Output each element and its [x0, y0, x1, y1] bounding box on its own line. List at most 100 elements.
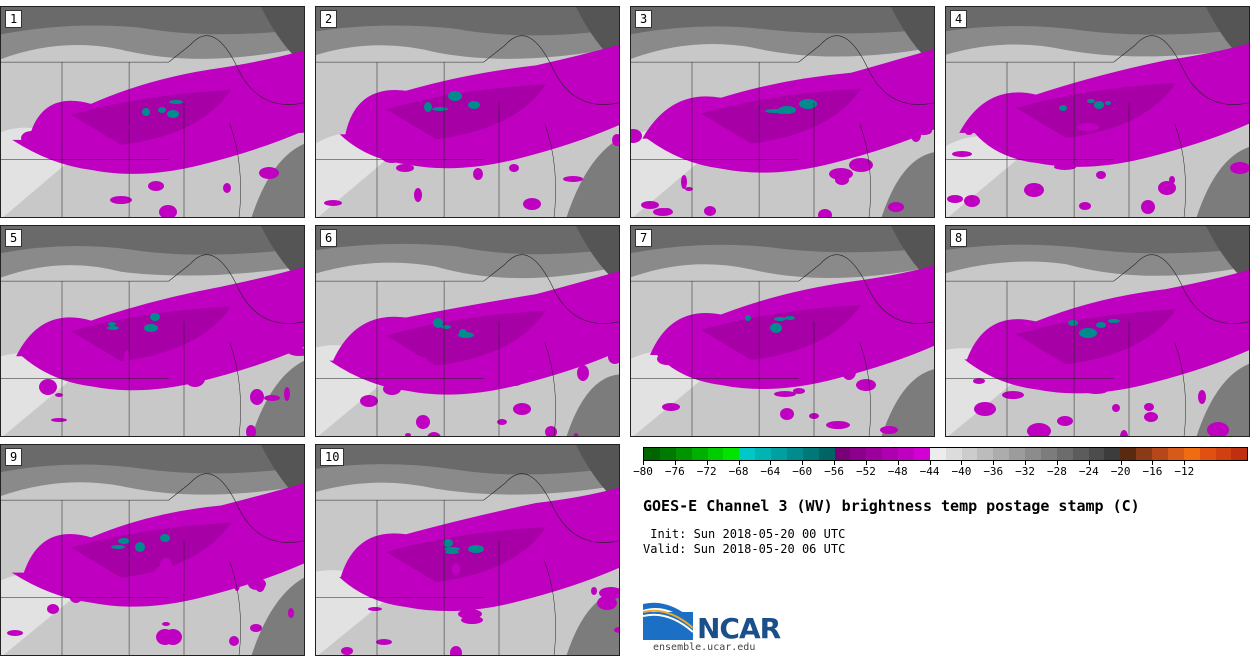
colorbar-swatch: [1120, 448, 1137, 460]
colorbar-swatch: [866, 448, 883, 460]
colorbar-tick-label: −24: [1078, 465, 1099, 478]
colorbar-swatch: [802, 448, 819, 460]
postage-stamp-panel: 7: [630, 225, 935, 437]
colorbar-swatch: [993, 448, 1010, 460]
init-time: Init: Sun 2018-05-20 00 UTC: [643, 527, 846, 541]
colorbar-swatch: [771, 448, 787, 460]
colorbar-swatch: [977, 448, 994, 460]
colorbar-ticks: −80 −76 −72 −68 −64 −60 −56 −52 −48 −44 −40 −36 −32−…: [633, 461, 1248, 479]
panel-number-label: 7: [635, 229, 653, 247]
colorbar-swatch: [739, 448, 756, 460]
colorbar-tick-mark: [738, 461, 740, 465]
colorbar-tick-mark: [1184, 461, 1186, 465]
colorbar-swatch: [1025, 448, 1041, 460]
panel-number-label: 9: [5, 448, 23, 466]
colorbar-tick-label: −28: [1047, 465, 1067, 478]
colorbar-tick-mark: [1025, 461, 1027, 465]
panel-number-label: 8: [950, 229, 968, 247]
colorbar-swatch: [707, 448, 724, 460]
panel-number-label: 6: [320, 229, 338, 247]
colorbar-tick-label: −64: [760, 465, 781, 478]
colorbar-swatch: [898, 448, 914, 460]
colorbar-tick-label: −48: [887, 465, 908, 478]
panel-number-label: 2: [320, 10, 338, 28]
colorbar-swatch: [882, 448, 898, 460]
colorbar-swatch: [1183, 448, 1200, 460]
colorbar-swatch: [1009, 448, 1025, 460]
panel-number-label: 3: [635, 10, 653, 28]
colorbar-tick-label: −36: [983, 465, 1004, 478]
colorbar-tick-mark: [929, 461, 931, 465]
colorbar-swatch: [1040, 448, 1057, 460]
colorbar-swatch: [913, 448, 930, 460]
colorbar-tick-label: −56: [824, 465, 844, 478]
colorbar-tick-mark: [834, 461, 836, 465]
colorbar-swatch: [1167, 448, 1184, 460]
colorbar-tick-label: −60: [792, 465, 813, 478]
postage-stamp-panel: 10: [315, 444, 620, 656]
colorbar-swatch: [1072, 448, 1089, 460]
colorbar-swatch: [818, 448, 835, 460]
postage-stamp-panel: 4: [945, 6, 1250, 218]
colorbar-swatch: [691, 448, 708, 460]
colorbar-tick-label: −76: [664, 465, 685, 478]
colorbar-swatch: [929, 448, 946, 460]
colorbar-tick-label: −32: [1015, 465, 1036, 478]
postage-stamp-panel: 2: [315, 6, 620, 218]
ncar-logo-icon: [643, 602, 694, 640]
colorbar-tick-mark: [961, 461, 963, 465]
colorbar-swatch: [1088, 448, 1105, 460]
figure-title: GOES-E Channel 3 (WV) brightness temp po…: [643, 497, 1140, 515]
postage-stamp-panel: 8: [945, 225, 1250, 437]
postage-stamp-panel: 1: [0, 6, 305, 218]
colorbar-swatch: [1056, 448, 1073, 460]
colorbar-swatch: [1152, 448, 1168, 460]
colorbar-swatch: [755, 448, 771, 460]
postage-stamp-panel: 5: [0, 225, 305, 437]
colorbar-swatch: [834, 448, 851, 460]
colorbar-swatch: [659, 448, 676, 460]
colorbar-tick-label: −68: [728, 465, 749, 478]
colorbar-tick-mark: [865, 461, 867, 465]
colorbar-swatch: [1104, 448, 1121, 460]
colorbar-swatch: [850, 448, 867, 460]
colorbar-tick-label: −80: [633, 465, 653, 478]
colorbar: [643, 447, 1248, 461]
colorbar-tick-label: −72: [696, 465, 717, 478]
colorbar-tick-label: −12: [1174, 465, 1195, 478]
colorbar-tick-mark: [1088, 461, 1090, 465]
logo-url: ensemble.ucar.edu: [653, 642, 756, 653]
colorbar-tick-mark: [643, 461, 644, 465]
colorbar-tick-mark: [706, 461, 708, 465]
colorbar-tick-mark: [674, 461, 676, 465]
colorbar-swatch: [945, 448, 962, 460]
colorbar-tick-mark: [770, 461, 772, 465]
colorbar-swatch: [1231, 448, 1248, 460]
colorbar-swatch: [675, 448, 692, 460]
postage-stamp-panel: 6: [315, 225, 620, 437]
colorbar-tick-mark: [897, 461, 899, 465]
panel-number-label: 1: [5, 10, 23, 28]
postage-stamp-panel: 9: [0, 444, 305, 656]
panel-number-label: 4: [950, 10, 968, 28]
colorbar-tick-mark: [1120, 461, 1122, 465]
colorbar-swatch: [723, 448, 740, 460]
logo-text: NCAR: [697, 612, 781, 645]
panel-number-label: 10: [320, 448, 345, 466]
postage-stamp-panel: 3: [630, 6, 935, 218]
colorbar-tick-mark: [802, 461, 804, 465]
panel-number-label: 5: [5, 229, 23, 247]
colorbar-tick-mark: [1056, 461, 1058, 465]
colorbar-swatch: [1136, 448, 1152, 460]
colorbar-swatch: [644, 448, 660, 460]
colorbar-tick-mark: [993, 461, 995, 465]
colorbar-swatch: [961, 448, 978, 460]
colorbar-tick-label: −40: [951, 465, 972, 478]
colorbar-tick-label: −44: [919, 465, 940, 478]
colorbar-tick-label: −52: [855, 465, 876, 478]
colorbar-swatch: [1215, 448, 1232, 460]
colorbar-swatch: [1199, 448, 1216, 460]
colorbar-swatch: [786, 448, 803, 460]
colorbar-tick-label: −20: [1110, 465, 1131, 478]
colorbar-tick-label: −16: [1142, 465, 1163, 478]
